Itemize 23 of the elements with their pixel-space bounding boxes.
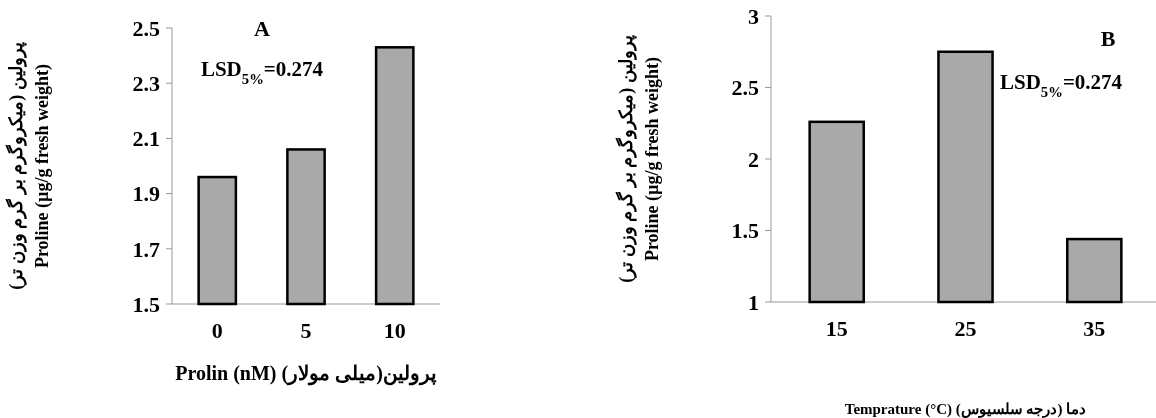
x-tick-label: 25 (954, 316, 977, 341)
x-tick-label: 15 (825, 316, 848, 341)
annotation: LSD$_{5%}$=0.274 (200, 57, 324, 87)
x-tick-label: 35 (1083, 316, 1106, 341)
x-tick-label: 10 (383, 318, 406, 343)
y-tick-label: 2.5 (731, 75, 759, 101)
text: B (1100, 26, 1116, 51)
x-tick-label: 5 (300, 318, 312, 343)
y-tick-label: 1.5 (731, 218, 759, 244)
y-tick-label: 2.1 (132, 126, 160, 152)
x-tick-label: 0 (211, 318, 223, 343)
y-tick-label: 2 (748, 146, 759, 172)
y-tick-label: 1.9 (132, 181, 160, 207)
chart-title: A (254, 16, 271, 41)
y-tick-label: 1 (748, 289, 759, 315)
y-tick-label: 2.5 (132, 15, 160, 41)
y-tick-label: 3 (748, 3, 759, 29)
y-tick-label: 2.3 (132, 70, 160, 96)
y-tick-label: 1.5 (132, 291, 160, 317)
y-tick-label: 1.7 (132, 236, 160, 262)
x-axis-title: دما (درجه سلسیوس) Temprature (°C) (844, 401, 1087, 418)
x-axis-title: پرولین(میلی مولار) Prolin (nM) (175, 362, 437, 386)
annotation: LSD$_{5%}$=0.274 (1000, 70, 1123, 100)
